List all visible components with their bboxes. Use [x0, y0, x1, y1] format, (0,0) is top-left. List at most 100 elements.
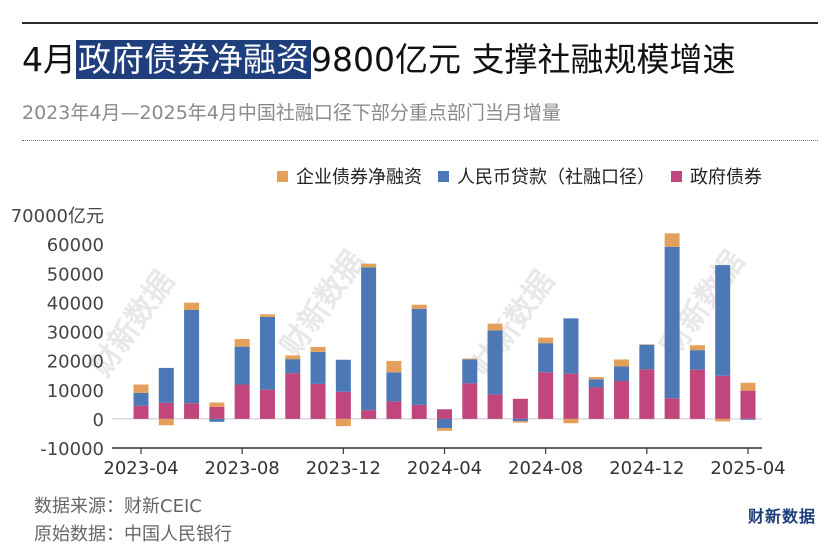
- bar-gov-bonds: [639, 369, 655, 419]
- bar-gov-bonds: [614, 381, 630, 419]
- bar-rmb-loans: [639, 344, 655, 370]
- x-tick-label: 2024-08: [508, 458, 583, 479]
- bar-gov-bonds: [158, 402, 174, 419]
- bar-gov-bonds: [234, 384, 250, 419]
- bar-gov-bonds: [310, 383, 326, 419]
- bar-rmb-loans: [310, 351, 326, 384]
- bar-gov-bonds: [259, 389, 275, 419]
- bar-rmb-loans: [386, 372, 402, 402]
- x-tick-label: 2024-12: [609, 458, 684, 479]
- bar-rmb-loans: [689, 350, 705, 370]
- y-tick-label: -10000: [40, 439, 104, 460]
- bar-gov-bonds: [335, 391, 351, 419]
- bar-gov-bonds: [462, 383, 478, 419]
- bar-rmb-loans: [588, 379, 604, 388]
- bar-corporate-bonds: [437, 428, 452, 431]
- bar-corporate-bonds: [664, 233, 680, 247]
- bar-corporate-bonds: [689, 345, 705, 351]
- bar-gov-bonds: [563, 373, 579, 419]
- bar-rmb-loans: [158, 367, 174, 403]
- x-tick-label: 2023-12: [306, 458, 381, 479]
- bar-rmb-loans: [512, 418, 528, 422]
- bar-rmb-loans: [133, 392, 149, 406]
- bar-corporate-bonds: [234, 339, 250, 347]
- bar-corporate-bonds: [538, 337, 554, 344]
- bar-gov-bonds: [487, 394, 503, 419]
- bar-corporate-bonds: [512, 421, 528, 423]
- original-data-source: 原始数据：中国人民银行: [34, 524, 232, 545]
- bar-rmb-loans: [740, 418, 756, 420]
- dotted-divider: [22, 140, 818, 141]
- legend: 企业债券净融资 人民币贷款（社融口径） 政府债券: [277, 163, 762, 189]
- legend-label-corporate-bonds: 企业债券净融资: [296, 167, 422, 188]
- bar-corporate-bonds: [361, 263, 377, 268]
- brand-logo: 财新数据: [747, 507, 816, 526]
- bar-rmb-loans: [411, 308, 427, 405]
- bar-corporate-bonds: [563, 418, 579, 424]
- bar-rmb-loans: [209, 418, 225, 422]
- page-title: 4月政府债券净融资9800亿元 支撑社融规模增速: [22, 38, 735, 82]
- bar-corporate-bonds: [259, 314, 275, 317]
- bar-gov-bonds: [361, 410, 377, 419]
- legend-label-gov-bonds: 政府债券: [690, 167, 762, 188]
- title-highlight: 政府债券净融资: [76, 40, 311, 79]
- bar-gov-bonds: [715, 375, 731, 419]
- bar-corporate-bonds: [740, 382, 756, 391]
- bar-gov-bonds: [512, 398, 528, 419]
- legend-swatch-gov-bonds: [671, 170, 682, 182]
- legend-item-rmb-loans: 人民币贷款（社融口径）: [438, 163, 655, 189]
- bar-gov-bonds: [664, 398, 680, 419]
- bar-rmb-loans: [614, 366, 630, 382]
- bar-rmb-loans: [563, 318, 579, 374]
- x-tick-label: 2025-04: [710, 458, 785, 479]
- bar-corporate-bonds: [411, 304, 427, 309]
- bar-gov-bonds: [184, 403, 200, 419]
- bar-gov-bonds: [740, 390, 756, 419]
- y-tick-label: 60000: [47, 235, 104, 256]
- y-tick-label: 70000亿元: [11, 206, 104, 227]
- subtitle: 2023年4月—2025年4月中国社融口径下部分重点部门当月增量: [22, 102, 561, 124]
- bar-corporate-bonds: [335, 418, 351, 427]
- bar-rmb-loans: [361, 267, 377, 411]
- bar-gov-bonds: [689, 369, 705, 419]
- bar-gov-bonds: [588, 387, 604, 419]
- bar-corporate-bonds: [386, 360, 402, 373]
- title-prefix: 4月: [22, 40, 76, 79]
- title-suffix: 9800亿元 支撑社融规模增速: [311, 40, 736, 79]
- bar-corporate-bonds: [715, 418, 731, 422]
- bar-gov-bonds: [285, 373, 301, 419]
- bar-corporate-bonds: [184, 302, 200, 310]
- bar-gov-bonds: [538, 372, 554, 419]
- y-tick-label: 0: [93, 410, 104, 431]
- bar-corporate-bonds: [588, 376, 604, 380]
- bar-rmb-loans: [715, 265, 731, 376]
- top-rule: [22, 22, 818, 24]
- bar-gov-bonds: [209, 406, 225, 419]
- bar-rmb-loans: [462, 359, 478, 384]
- bar-gov-bonds: [437, 409, 452, 419]
- bar-corporate-bonds: [158, 418, 174, 426]
- bar-corporate-bonds: [209, 402, 225, 407]
- bar-rmb-loans: [437, 418, 452, 429]
- bar-corporate-bonds: [285, 355, 301, 360]
- bar-rmb-loans: [664, 246, 680, 399]
- bar-corporate-bonds: [462, 358, 478, 360]
- x-tick-label: 2023-08: [205, 458, 280, 479]
- legend-label-rmb-loans: 人民币贷款（社融口径）: [457, 167, 655, 188]
- bar-corporate-bonds: [487, 323, 503, 331]
- bar-rmb-loans: [335, 359, 351, 392]
- x-tick-label: 2023-04: [103, 458, 178, 479]
- bar-rmb-loans: [538, 343, 554, 373]
- bar-rmb-loans: [259, 316, 275, 390]
- legend-swatch-rmb-loans: [438, 170, 449, 182]
- bar-rmb-loans: [285, 359, 301, 374]
- legend-item-corporate-bonds: 企业债券净融资: [277, 163, 422, 189]
- bar-rmb-loans: [184, 309, 200, 404]
- y-tick-label: 50000: [47, 264, 104, 285]
- x-tick-label: 2024-04: [407, 458, 482, 479]
- data-source: 数据来源：财新CEIC: [34, 496, 202, 517]
- bar-corporate-bonds: [614, 359, 630, 367]
- y-tick-label: 40000: [47, 293, 104, 314]
- bar-corporate-bonds: [639, 344, 655, 345]
